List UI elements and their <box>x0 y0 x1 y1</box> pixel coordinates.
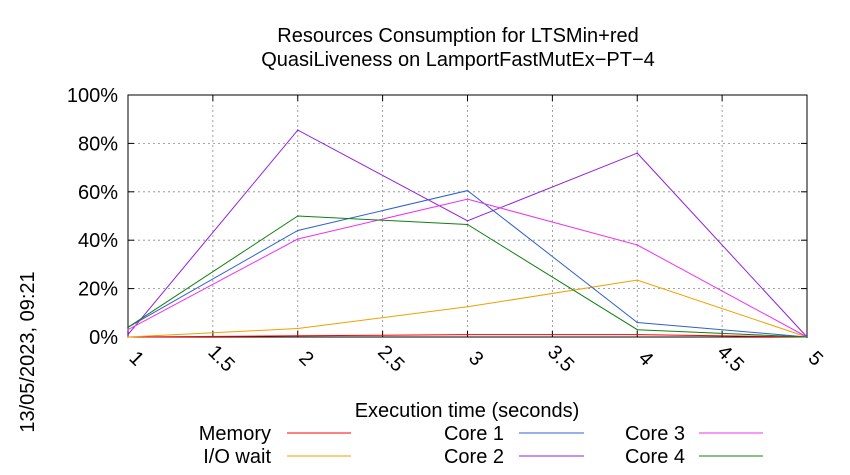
data-point <box>466 198 469 200</box>
legend-label: I/O wait <box>203 446 271 468</box>
y-tick-label: 40% <box>78 230 118 252</box>
timestamp: 13/05/2023, 09:21 <box>17 271 39 432</box>
data-point <box>466 220 469 222</box>
legend-label: Memory <box>199 423 271 445</box>
data-point <box>296 229 299 232</box>
x-tick-label: 2 <box>294 347 317 370</box>
legend-label: Core 1 <box>444 423 504 445</box>
x-axis-label: Execution time (seconds) <box>355 400 580 422</box>
data-point <box>806 336 808 338</box>
data-point <box>127 326 129 329</box>
data-point <box>636 152 639 154</box>
data-point <box>636 321 639 324</box>
y-tick-label: 0% <box>89 327 118 349</box>
y-tick-label: 80% <box>78 133 118 155</box>
data-point <box>127 333 129 336</box>
y-axis: 0% 20% 40% 60% 80% 100% <box>67 85 807 349</box>
x-tick-label: 2.5 <box>373 341 408 376</box>
data-point <box>296 238 299 240</box>
data-point <box>296 129 299 131</box>
data-point <box>127 328 129 331</box>
data-point <box>127 336 129 338</box>
data-point <box>466 189 469 192</box>
legend-label: Core 3 <box>625 423 685 445</box>
data-point <box>296 215 299 217</box>
y-tick-label: 100% <box>67 85 118 107</box>
y-tick-label: 60% <box>78 182 118 204</box>
data-point <box>466 305 469 308</box>
data-point <box>296 334 299 337</box>
x-tick-label: 4.5 <box>713 341 748 376</box>
data-point <box>636 279 639 281</box>
chart-subtitle: QuasiLiveness on LamportFastMutEx−PT−4 <box>261 49 655 71</box>
legend-label: Core 4 <box>625 446 685 468</box>
series-lines <box>127 129 808 338</box>
data-point <box>466 223 469 226</box>
data-point <box>296 327 299 330</box>
x-tick-label: 3.5 <box>543 341 578 376</box>
grid <box>128 95 807 337</box>
legend-label: Core 2 <box>444 446 504 468</box>
data-point <box>636 244 639 246</box>
x-tick-label: 1 <box>125 347 148 370</box>
x-tick-label: 1.5 <box>204 341 239 376</box>
chart-title: Resources Consumption for LTSMin+red <box>277 25 638 47</box>
x-tick-label: 4 <box>634 347 657 370</box>
data-point <box>466 333 469 336</box>
x-tick-label: 3 <box>464 347 487 370</box>
data-point <box>636 328 639 331</box>
y-tick-label: 20% <box>78 279 118 301</box>
x-tick-label: 5 <box>804 347 827 370</box>
data-point <box>636 333 639 336</box>
